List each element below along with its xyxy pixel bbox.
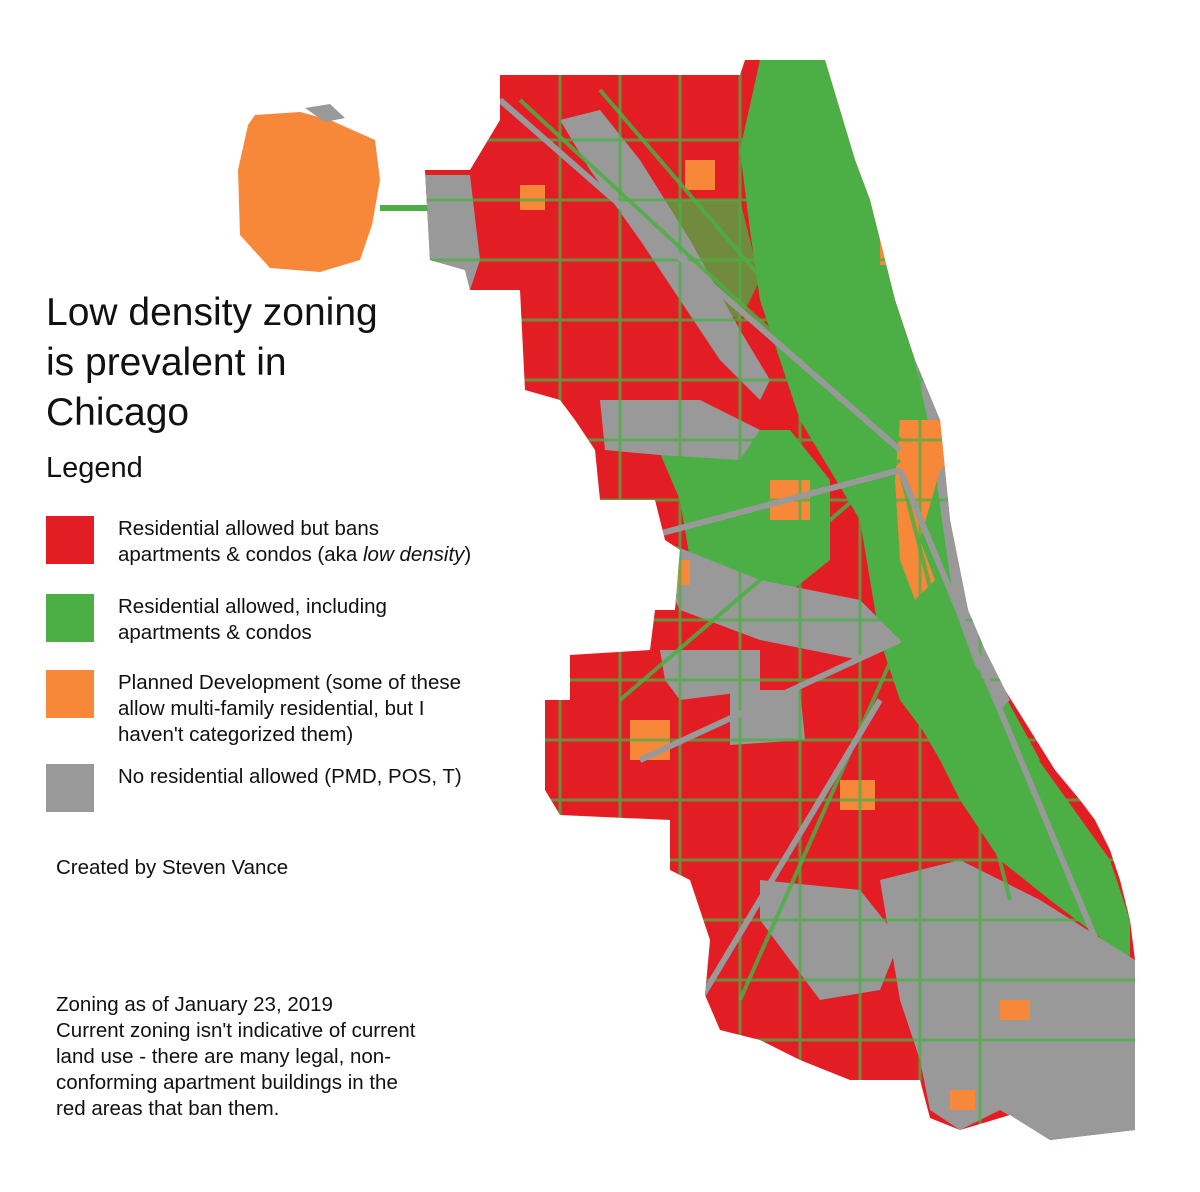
ohare-planned-development-area bbox=[238, 112, 380, 272]
ohare-edge-parcel bbox=[305, 104, 345, 122]
map-title: Low density zoning is prevalent in Chica… bbox=[46, 288, 466, 438]
note-line: conforming apartment buildings in the bbox=[56, 1071, 398, 1094]
legend-label: Residential allowed, including apartment… bbox=[118, 594, 588, 646]
legend-emphasis: low density bbox=[363, 543, 465, 566]
legend-label: Planned Development (some of these allow… bbox=[118, 670, 588, 748]
legend-line: No residential allowed (PMD, POS, T) bbox=[118, 765, 462, 788]
legend-item-no-residential: No residential allowed (PMD, POS, T) bbox=[46, 764, 588, 812]
pd-south bbox=[840, 780, 875, 810]
legend-line: allow multi-family residential, but I bbox=[118, 697, 425, 720]
legend-swatch-red bbox=[46, 516, 94, 564]
southwest-industrial-zone bbox=[660, 650, 760, 700]
zoning-note: Zoning as of January 23, 2019 Current zo… bbox=[56, 992, 516, 1122]
pd-southeast bbox=[950, 1090, 975, 1110]
lakefront-multifamily-zone bbox=[740, 60, 1130, 960]
legend-swatch-green bbox=[46, 594, 94, 642]
title-line: Chicago bbox=[46, 391, 190, 434]
ohare-corridor bbox=[380, 205, 428, 211]
legend-line: haven't categorized them) bbox=[118, 723, 354, 746]
legend-swatch-orange bbox=[46, 670, 94, 718]
legend-label: No residential allowed (PMD, POS, T) bbox=[118, 764, 588, 790]
midway-area bbox=[730, 690, 805, 745]
downtown-planned-development bbox=[895, 420, 965, 600]
legend-line: apartments & condos bbox=[118, 621, 312, 644]
legend-swatch-gray bbox=[46, 764, 94, 812]
legend-line-text: apartments & condos (aka bbox=[118, 543, 363, 566]
legend-heading: Legend bbox=[46, 452, 143, 484]
note-line: Current zoning isn't indicative of curre… bbox=[56, 1019, 416, 1042]
title-line: is prevalent in bbox=[46, 341, 287, 384]
note-line: land use - there are many legal, non- bbox=[56, 1045, 392, 1068]
author-credit: Created by Steven Vance bbox=[56, 856, 289, 879]
title-line: Low density zoning bbox=[46, 291, 378, 334]
legend-item-multi-family: Residential allowed, including apartment… bbox=[46, 594, 588, 646]
legend-item-planned-development: Planned Development (some of these allow… bbox=[46, 670, 588, 748]
northwest-industrial-zone bbox=[425, 175, 480, 290]
legend-line: apartments & condos (aka low density) bbox=[118, 542, 588, 568]
legend-label: Residential allowed but bans apartments … bbox=[118, 516, 588, 568]
legend-line: Residential allowed, including bbox=[118, 595, 387, 618]
legend-suffix: ) bbox=[464, 543, 472, 566]
southwest-rail-yard bbox=[760, 880, 900, 1000]
pd-midwest bbox=[660, 560, 690, 585]
rail-corridors bbox=[498, 97, 1103, 1002]
lake-calumet bbox=[990, 940, 1090, 1060]
legend-line: Residential allowed but bans bbox=[118, 517, 379, 540]
note-line: Zoning as of January 23, 2019 bbox=[56, 993, 333, 1016]
legend-item-low-density: Residential allowed but bans apartments … bbox=[46, 516, 588, 568]
note-line: red areas that ban them. bbox=[56, 1097, 280, 1120]
legend-line: Planned Development (some of these bbox=[118, 671, 462, 694]
pd-north bbox=[685, 160, 715, 190]
canal-industrial-zone bbox=[660, 540, 900, 660]
pd-calumet bbox=[1000, 1000, 1030, 1020]
pd-northwest bbox=[520, 185, 545, 210]
